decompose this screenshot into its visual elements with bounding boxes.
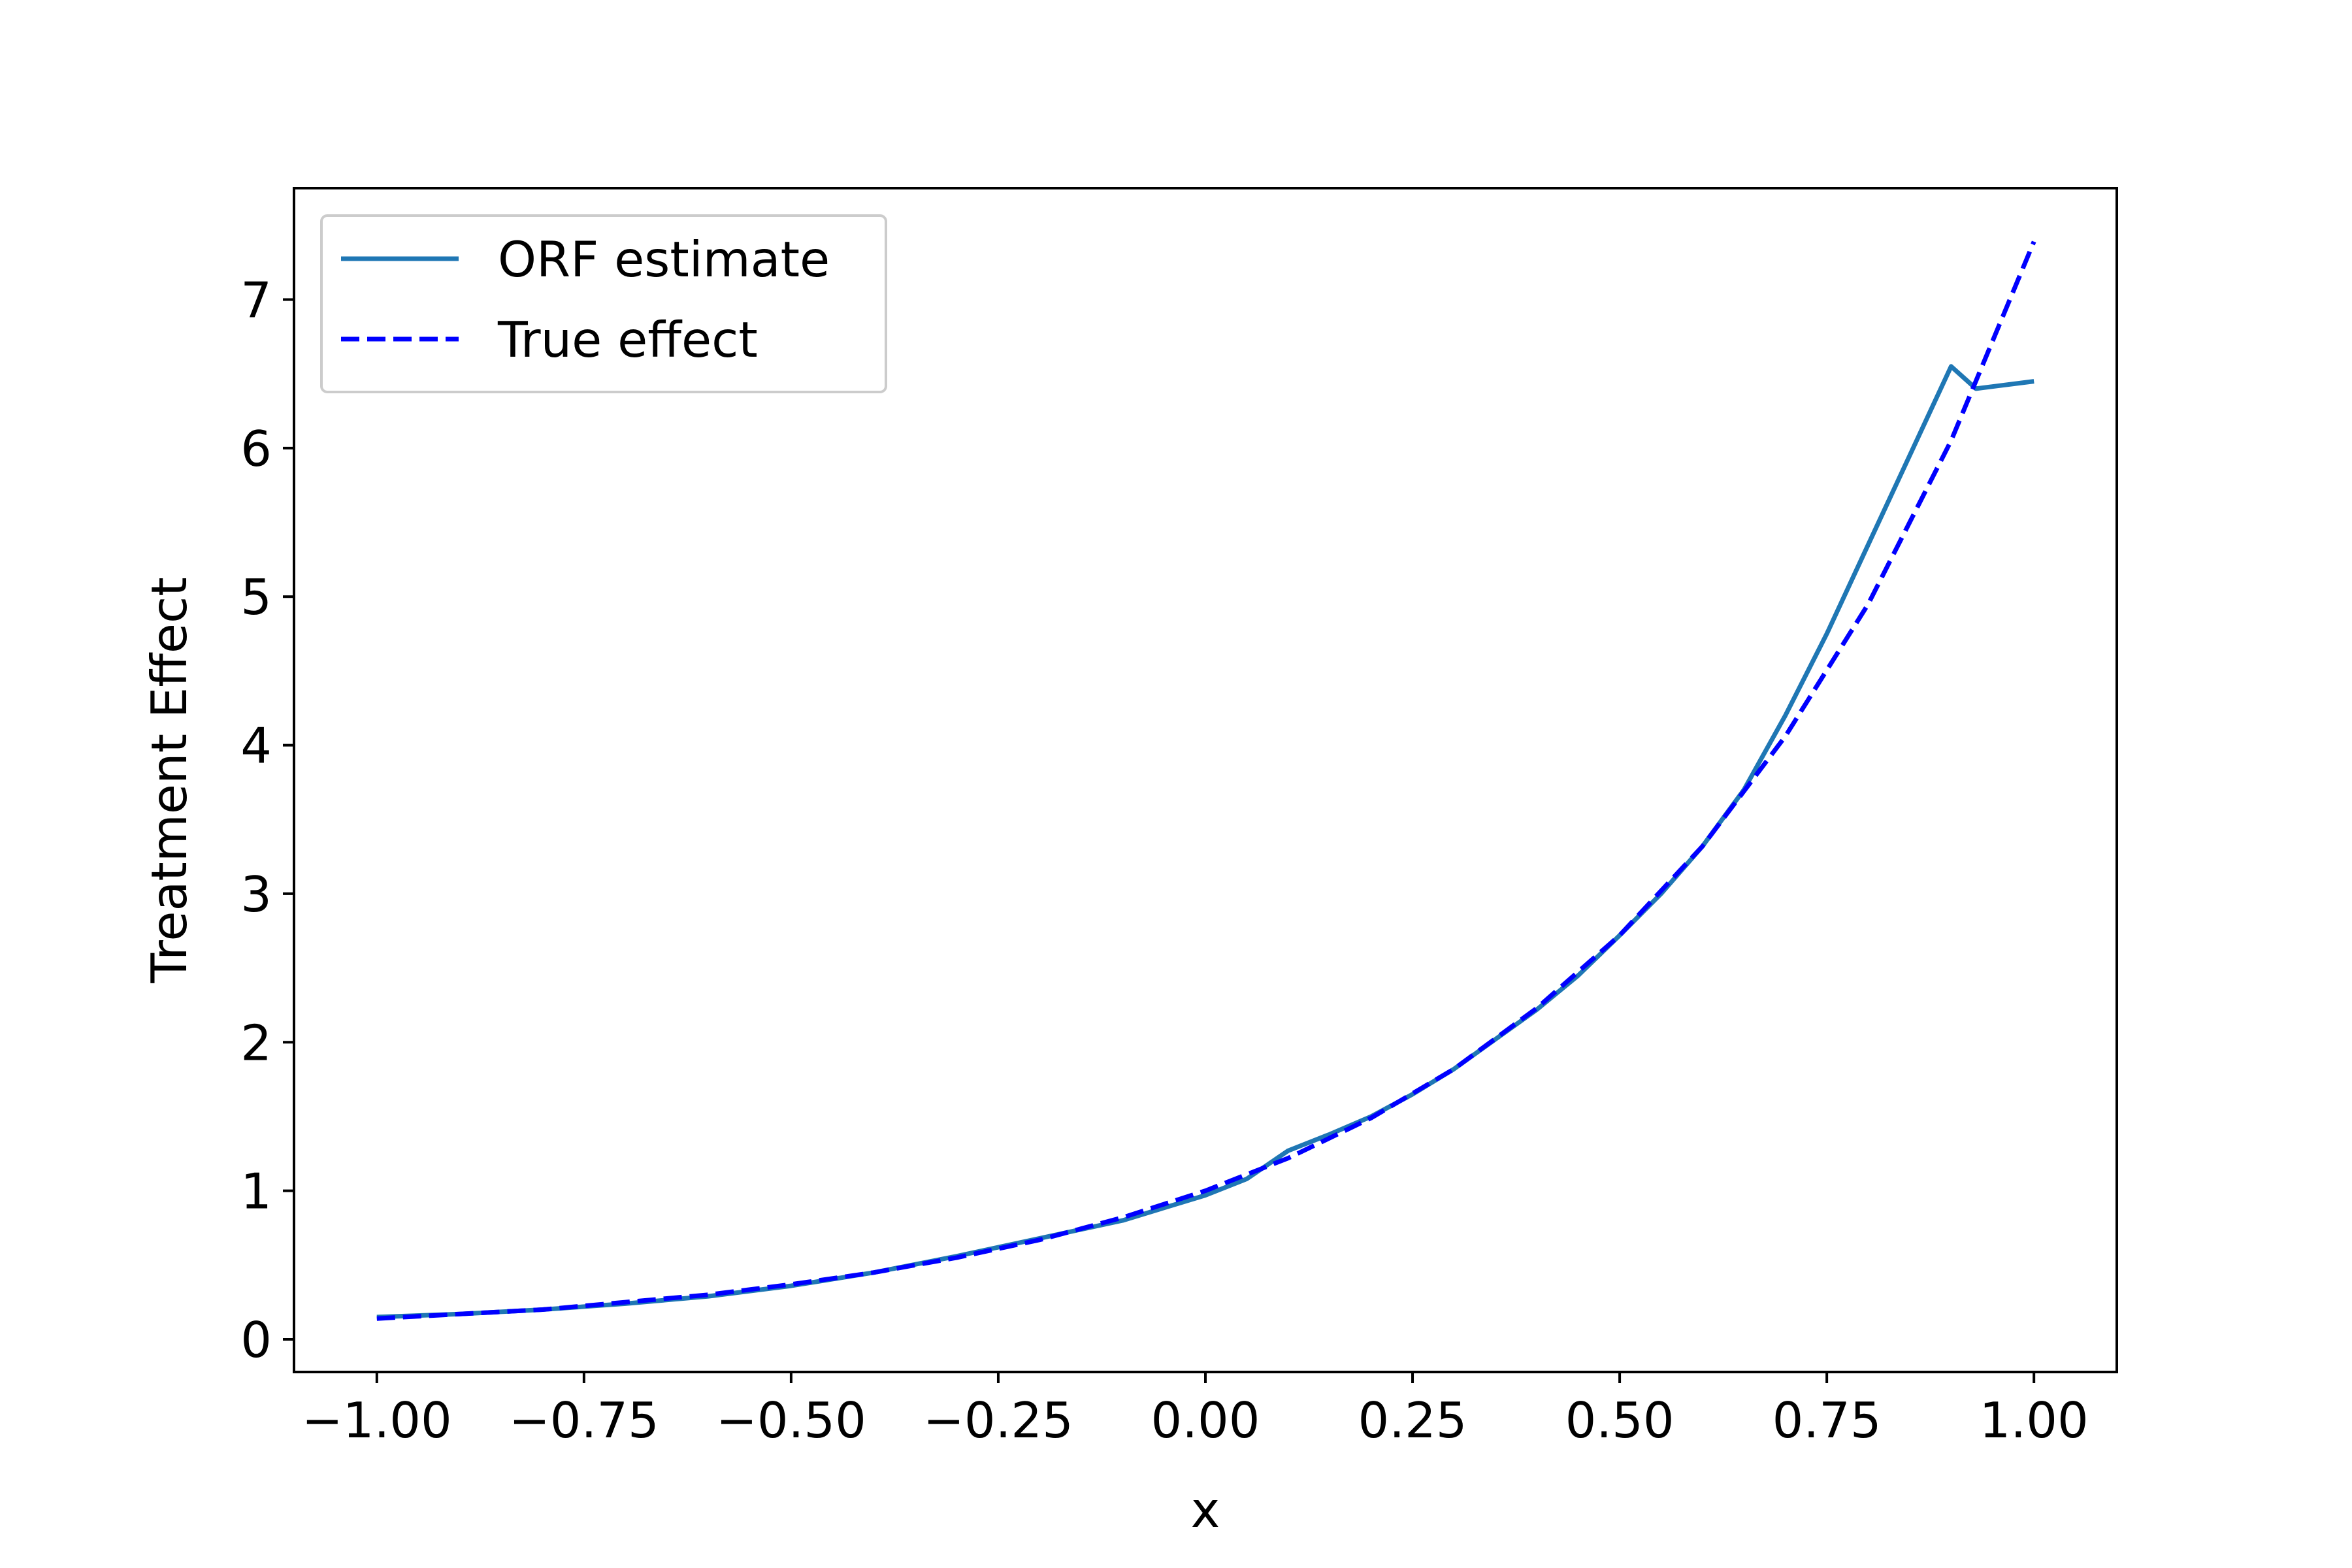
series-line-orf-estimate bbox=[376, 364, 2034, 1320]
y-tick-label: 3 bbox=[240, 866, 272, 923]
x-tick-label: 0.25 bbox=[1358, 1392, 1467, 1449]
y-tick-label: 1 bbox=[240, 1163, 272, 1220]
y-tick-label: 4 bbox=[240, 717, 272, 775]
x-tick-label: −1.00 bbox=[302, 1392, 452, 1449]
y-tick-label: 0 bbox=[240, 1311, 272, 1369]
legend-box bbox=[320, 214, 887, 393]
y-tick-label: 7 bbox=[240, 272, 272, 329]
x-tick-label: 0.50 bbox=[1565, 1392, 1674, 1449]
x-axis-label: x bbox=[1191, 1481, 1220, 1539]
x-tick-label: −0.25 bbox=[923, 1392, 1073, 1449]
x-tick-label: 0.00 bbox=[1151, 1392, 1260, 1449]
y-tick-label: 2 bbox=[240, 1014, 272, 1071]
y-tick-label: 6 bbox=[240, 420, 272, 478]
y-axis-label: Treatment Effect bbox=[140, 577, 198, 983]
x-axis: −1.00 −0.75 −0.50 −0.25 0.00 0.25 0.50 0.75 1.00 bbox=[302, 1372, 2089, 1449]
x-tick-label: 0.75 bbox=[1772, 1392, 1882, 1449]
legend-label-orf-estimate: ORF estimate bbox=[498, 231, 830, 288]
x-tick-label: −0.50 bbox=[716, 1392, 866, 1449]
legend: ORF estimate True effect bbox=[320, 214, 887, 393]
y-tick-label: 5 bbox=[240, 568, 272, 626]
series-line-true-effect bbox=[376, 240, 2036, 1321]
plot-lines bbox=[376, 240, 2036, 1321]
x-tick-label: 1.00 bbox=[1980, 1392, 2089, 1449]
legend-label-true-effect: True effect bbox=[497, 311, 758, 368]
y-axis: 0 1 2 3 4 5 6 7 bbox=[240, 272, 294, 1369]
x-tick-label: −0.75 bbox=[509, 1392, 659, 1449]
